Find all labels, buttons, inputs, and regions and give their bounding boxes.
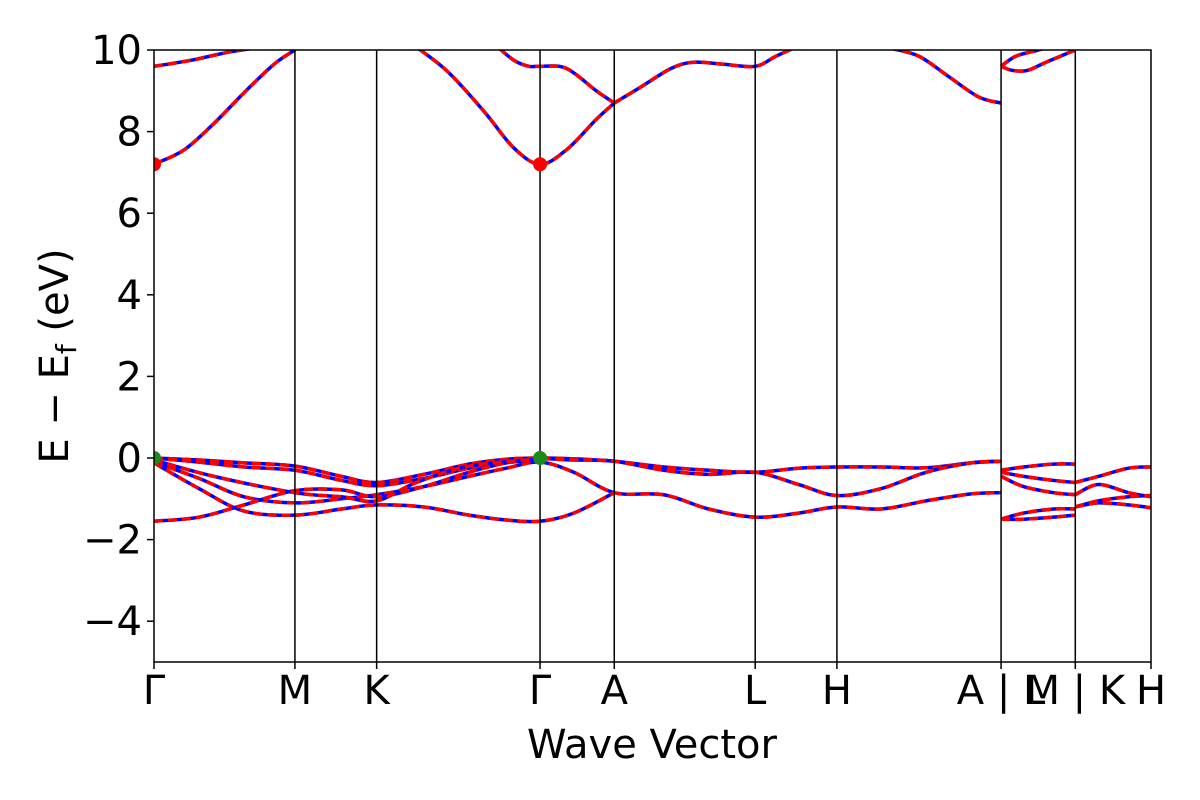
band-v2-dashed (154, 456, 1002, 498)
y-tick-label-1: −2 (83, 518, 142, 564)
band-c5-dashed (613, 50, 794, 105)
extrema-markers (154, 157, 548, 465)
bands-layer (154, 50, 1151, 524)
plot-background (154, 50, 1151, 662)
x-tick-label-4: A (601, 668, 629, 714)
y-axis-label-subscript: f (50, 343, 83, 354)
band-v9 (1000, 474, 1076, 497)
band-v4 (154, 461, 616, 524)
band-v3-dashed (154, 460, 1002, 519)
band-c2-dashed (154, 50, 296, 166)
band-c5 (613, 50, 794, 105)
plot-frame (153, 49, 1152, 663)
band-v5 (154, 458, 541, 523)
y-tick-label-2: 0 (117, 436, 142, 482)
band-v4-dashed (154, 461, 616, 524)
x-tick-label-5: L (744, 668, 767, 714)
band-c1-dashed (154, 50, 254, 69)
marker-cbm-1 (154, 157, 161, 172)
band-v11 (1001, 513, 1076, 522)
marker-vbm-1 (154, 451, 161, 465)
y-tick-label-6: 8 (117, 110, 142, 156)
band-v6 (154, 457, 541, 504)
band-v12-solid (1074, 465, 1151, 485)
band-v9-solid (1000, 474, 1076, 497)
y-axis-label-base: E − E (32, 354, 78, 464)
x-tick-label-0: Γ (143, 668, 166, 714)
kpoint-lines (294, 50, 1077, 662)
band-v3 (154, 460, 1002, 519)
band-c7-dashed (1000, 50, 1046, 68)
band-c8-dashed (1000, 50, 1076, 73)
y-tick-label-7: 10 (91, 28, 142, 74)
y-tick-label-3: 2 (117, 354, 142, 400)
y-tick-label-0: −4 (83, 599, 142, 645)
band-c8 (1000, 50, 1076, 73)
x-tick-label-3: Γ (529, 668, 552, 714)
band-v15-solid (1074, 501, 1151, 510)
marker-cbm-2 (533, 157, 548, 172)
band-v5-dashed (154, 458, 541, 523)
x-axis-label: Wave Vector (527, 722, 778, 768)
band-v10-solid (1000, 506, 1076, 521)
band-v2 (154, 456, 1002, 498)
band-c6-dashed (889, 50, 1002, 105)
band-c3 (417, 50, 616, 166)
y-tick-label-5: 6 (117, 191, 142, 237)
y-axis-ticks: −4 −2 0 2 4 6 8 10 (83, 28, 154, 645)
x-tick-label-9: H (1136, 668, 1166, 714)
x-tick-label-7: A | L (957, 668, 1046, 714)
x-tick-label-6: H (822, 668, 852, 714)
band-v7-solid (1000, 462, 1076, 472)
y-tick-label-4: 4 (117, 273, 142, 319)
band-v8-solid (1000, 470, 1076, 485)
band-c3-solid (417, 50, 616, 166)
band-v15 (1074, 501, 1151, 510)
band-c7 (1000, 50, 1046, 68)
x-tick-label-8: M | K (1025, 668, 1126, 714)
marker-vbm-2 (533, 451, 548, 465)
band-c6 (889, 50, 1002, 105)
band-v8 (1000, 470, 1076, 485)
band-c2 (154, 50, 296, 166)
x-tick-label-1: M (278, 668, 313, 714)
band-v7 (1000, 462, 1076, 472)
band-v12 (1074, 465, 1151, 485)
band-v10 (1000, 506, 1076, 521)
y-axis-label-unit: (eV) (32, 248, 78, 344)
y-axis-label: E − Ef (eV) (32, 248, 83, 463)
band-c1 (154, 50, 254, 69)
band-v6-dashed (154, 457, 541, 504)
x-tick-label-2: K (364, 668, 392, 714)
band-v11-solid (1001, 513, 1076, 522)
